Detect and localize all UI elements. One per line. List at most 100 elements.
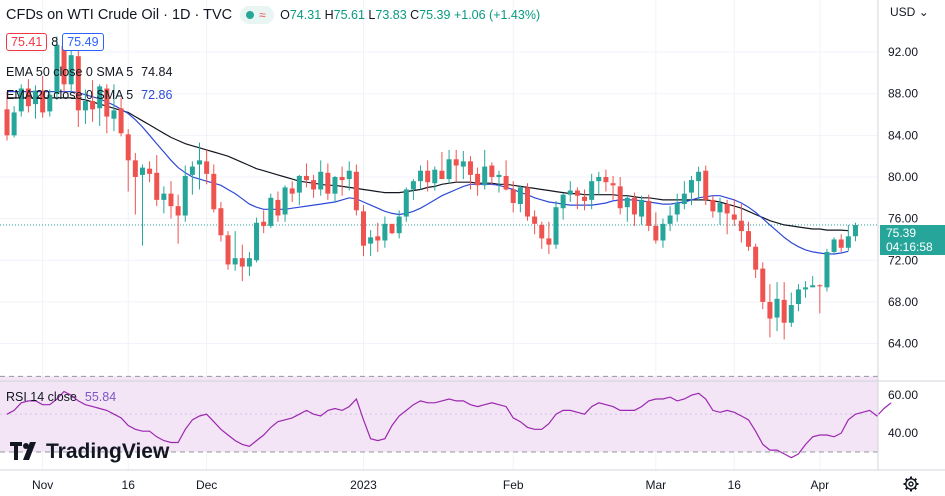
candle xyxy=(567,181,573,202)
candle-body xyxy=(311,180,317,190)
candle xyxy=(303,163,309,188)
candle xyxy=(353,164,359,216)
ema50-value: 74.84 xyxy=(141,65,173,79)
price-tick-label: 76.00 xyxy=(888,212,918,226)
candle xyxy=(68,44,74,93)
candle-body xyxy=(639,199,645,217)
candle-body xyxy=(75,56,81,111)
candle-body xyxy=(382,223,388,241)
candle xyxy=(688,175,694,206)
gear-icon[interactable] xyxy=(903,476,919,492)
candle-body xyxy=(475,173,481,186)
candle-body xyxy=(261,221,267,226)
symbol-title[interactable]: CFDs on WTI Crude Oil · 1D · TVC xyxy=(6,7,233,23)
candle-body xyxy=(731,214,737,220)
quote-row: 75.41 8 75.49 xyxy=(6,33,104,51)
candle-body xyxy=(61,45,67,85)
candle-body xyxy=(33,90,39,105)
candle xyxy=(845,224,851,251)
candle xyxy=(831,237,837,255)
candle xyxy=(161,186,167,214)
candle xyxy=(361,205,366,257)
price-tick-label: 80.00 xyxy=(888,170,918,184)
sell-price-button[interactable]: 75.41 xyxy=(6,33,48,51)
tradingview-logo-text: TradingView xyxy=(46,440,170,463)
candle-body xyxy=(125,134,131,161)
candle xyxy=(104,84,110,134)
candle xyxy=(681,181,687,210)
change-value: +1.06 (+1.43%) xyxy=(453,8,541,22)
candle xyxy=(639,195,645,225)
time-tick-label: 2023 xyxy=(350,478,377,492)
buy-price-button[interactable]: 75.49 xyxy=(62,33,104,51)
tradingview-logo[interactable]: TradingView xyxy=(10,440,169,464)
candle-body xyxy=(624,197,630,208)
candle xyxy=(539,221,545,249)
candle xyxy=(738,204,744,243)
candle xyxy=(318,160,324,196)
candle xyxy=(403,187,409,222)
candle xyxy=(524,183,530,221)
candle xyxy=(696,166,702,201)
low-value: 73.83 xyxy=(375,8,407,22)
candle xyxy=(418,165,424,190)
time-axis[interactable]: Nov 16 Dec 2023 Feb Mar 16 Apr xyxy=(32,478,829,492)
candle xyxy=(795,284,801,312)
price-axis[interactable]: 64.00 68.00 72.00 76.00 80.00 84.00 88.00 92.00… xyxy=(888,45,918,440)
market-status-icon[interactable]: ≈ xyxy=(240,6,275,25)
candle-body xyxy=(681,193,687,205)
candle xyxy=(425,160,431,192)
candle-body xyxy=(147,168,153,174)
price-tick-label: 84.00 xyxy=(888,128,918,142)
ema20-legend[interactable]: EMA 20 close 0 SMA 5 72.86 xyxy=(6,88,172,102)
candle-body xyxy=(332,176,338,194)
rsi-value: 55.84 xyxy=(84,390,117,404)
rsi-tick-label: 40.00 xyxy=(888,426,918,440)
currency-menu[interactable]: USD ⌄ xyxy=(890,5,929,19)
candle xyxy=(40,76,46,118)
tradingview-logo-icon xyxy=(10,442,40,460)
candle xyxy=(82,89,88,124)
candle xyxy=(54,36,60,100)
candle xyxy=(460,150,466,180)
candle xyxy=(510,181,516,213)
candle-body xyxy=(389,223,395,234)
candle-body xyxy=(118,108,124,134)
candle xyxy=(239,244,245,282)
candle xyxy=(275,191,281,222)
candle-body xyxy=(517,187,523,205)
candle-body xyxy=(660,223,666,241)
candle xyxy=(838,234,844,252)
candle-body xyxy=(667,215,673,224)
spread-value: 8 xyxy=(51,35,59,49)
candle-body xyxy=(446,159,452,180)
candle-body xyxy=(567,190,573,195)
candle-body xyxy=(696,171,702,182)
candle xyxy=(289,181,295,202)
candle xyxy=(574,187,580,210)
candle xyxy=(175,194,181,244)
rsi-legend[interactable]: RSI 14 close 55.84 xyxy=(6,390,116,404)
price-tick-label: 72.00 xyxy=(888,253,918,267)
ema50-legend[interactable]: EMA 50 close 0 SMA 5 74.84 xyxy=(6,65,172,79)
candle xyxy=(97,84,103,126)
ohlc-values: O74.31 H75.61 L73.83 C75.39 +1.06 (+1.43… xyxy=(280,8,541,22)
candle xyxy=(503,160,509,191)
candle-body xyxy=(325,172,331,194)
candle xyxy=(788,292,794,327)
candle-body xyxy=(254,222,260,261)
candle xyxy=(724,199,730,235)
live-dot-icon xyxy=(246,11,255,20)
candle xyxy=(296,174,302,206)
candle xyxy=(710,195,716,218)
candle-body xyxy=(189,166,195,175)
candle-body xyxy=(631,197,637,215)
candle xyxy=(47,89,53,117)
candle xyxy=(154,155,160,207)
price-tick-label: 92.00 xyxy=(888,45,918,59)
candle xyxy=(753,243,759,278)
candle xyxy=(375,222,381,252)
candle xyxy=(368,230,374,257)
candle-body xyxy=(410,181,416,190)
